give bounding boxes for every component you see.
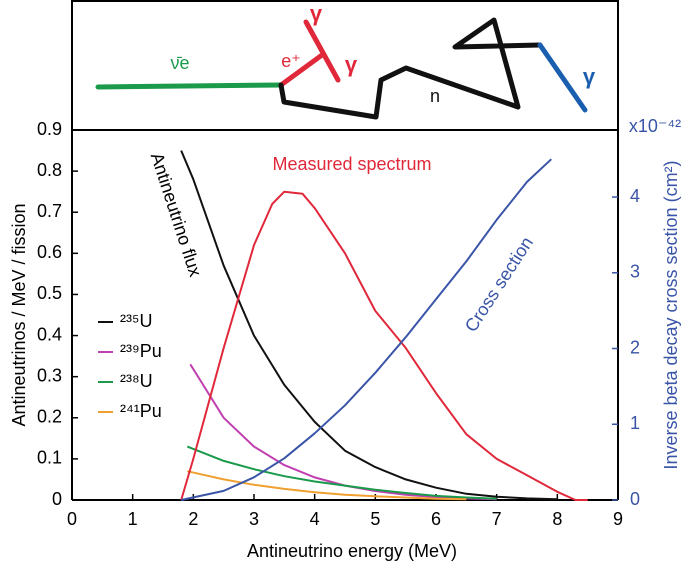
y-tick-label: 0.7 (37, 201, 62, 221)
x-tick-label: 4 (310, 509, 320, 529)
x-tick-label: 2 (188, 509, 198, 529)
positron-label: e⁺ (281, 51, 301, 71)
annotation: Measured spectrum (272, 154, 431, 174)
x-axis-title: Antineutrino energy (MeV) (247, 541, 457, 561)
legend-label: ²³⁹Pu (120, 341, 162, 361)
x-tick-label: 3 (249, 509, 259, 529)
x-tick-label: 8 (552, 509, 562, 529)
y-tick-label: 0.2 (37, 407, 62, 427)
y-tick-label: 0.5 (37, 283, 62, 303)
annotation: Cross section (461, 233, 537, 335)
legend-label: ²³⁵U (120, 311, 152, 331)
y-tick-label: 0.1 (37, 448, 62, 468)
positron-track (278, 52, 325, 88)
legend-label: ²³⁸U (120, 371, 153, 391)
x-tick-label: 5 (370, 509, 380, 529)
y2-multiplier: x10⁻⁴² (629, 116, 681, 136)
capture-gamma-track (537, 42, 588, 113)
gamma-label: γ (345, 52, 358, 77)
y2-axis-title: Inverse beta decay cross section (cm²) (661, 160, 681, 469)
y2-tick-label: 3 (630, 262, 640, 282)
x-tick-label: 6 (431, 509, 441, 529)
gamma-label: γ (310, 1, 323, 26)
y-tick-label: 0 (52, 489, 62, 509)
neutrino-label: ν̄e (170, 53, 189, 73)
legend-label: ²⁴¹Pu (120, 401, 162, 421)
y-tick-label: 0.6 (37, 242, 62, 262)
annotation: Antineutrino flux (147, 150, 206, 279)
x-tick-label: 1 (128, 509, 138, 529)
series-line (187, 470, 467, 501)
y2-tick-label: 0 (630, 489, 640, 509)
neutron-track (278, 17, 543, 120)
y-tick-label: 0.3 (37, 365, 62, 385)
y2-tick-label: 1 (630, 413, 640, 433)
y2-tick-label: 2 (630, 337, 640, 357)
series-line (180, 158, 552, 501)
gamma-label: γ (583, 64, 596, 89)
annihilation-track (303, 19, 341, 83)
y-tick-label: 0.8 (37, 160, 62, 180)
diagram (95, 17, 588, 120)
neutron-label: n (430, 86, 440, 106)
series-line (180, 190, 588, 501)
neutrino-track (95, 82, 284, 90)
series-line (186, 445, 497, 500)
x-tick-label: 0 (67, 509, 77, 529)
y2-tick-label: 4 (630, 186, 640, 206)
x-tick-label: 7 (492, 509, 502, 529)
x-tick-label: 9 (613, 509, 623, 529)
y-axis-title: Antineutrinos / MeV / fission (9, 203, 29, 426)
y-tick-label: 0.9 (37, 119, 62, 139)
series-line (180, 150, 558, 501)
series-line (189, 363, 497, 501)
y-tick-label: 0.4 (37, 324, 62, 344)
diagram-frame (71, 0, 619, 131)
